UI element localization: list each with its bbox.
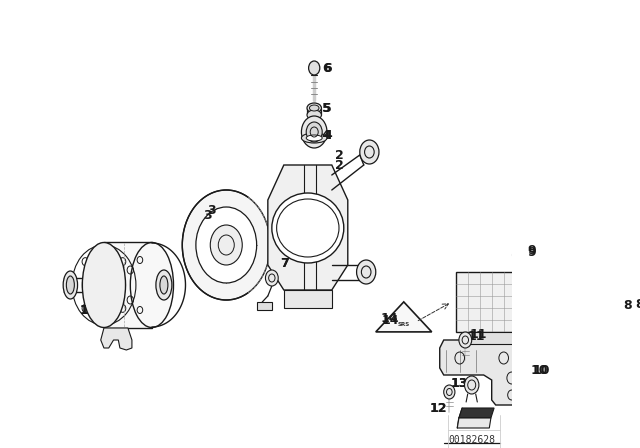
Text: 8: 8 <box>636 297 640 310</box>
Text: 3: 3 <box>207 203 216 216</box>
Polygon shape <box>440 340 532 405</box>
Ellipse shape <box>301 133 327 143</box>
Text: 6: 6 <box>323 61 332 74</box>
Polygon shape <box>268 165 348 290</box>
Polygon shape <box>458 418 491 428</box>
Text: 13: 13 <box>451 376 468 389</box>
Circle shape <box>196 207 257 283</box>
Text: 14: 14 <box>381 311 398 324</box>
Ellipse shape <box>307 110 321 120</box>
Circle shape <box>459 332 472 348</box>
Text: 3: 3 <box>204 208 212 221</box>
Circle shape <box>306 122 322 142</box>
Ellipse shape <box>307 103 321 113</box>
Ellipse shape <box>306 135 322 141</box>
Circle shape <box>444 385 455 399</box>
Text: 00182628: 00182628 <box>448 435 495 445</box>
Text: 12: 12 <box>429 401 447 414</box>
Circle shape <box>465 376 479 394</box>
Bar <box>527 282 537 296</box>
Circle shape <box>356 260 376 284</box>
Polygon shape <box>459 408 494 418</box>
Bar <box>456 272 527 332</box>
Ellipse shape <box>131 242 173 327</box>
Text: 11: 11 <box>468 329 485 343</box>
Text: 6: 6 <box>322 61 330 74</box>
Circle shape <box>266 270 278 286</box>
Text: 11: 11 <box>469 327 487 340</box>
Text: 2: 2 <box>335 159 344 172</box>
Text: 14: 14 <box>381 314 399 327</box>
Polygon shape <box>284 290 332 308</box>
Text: 8: 8 <box>623 298 632 311</box>
Text: 4: 4 <box>323 129 332 142</box>
Circle shape <box>360 140 379 164</box>
Text: 4: 4 <box>322 129 331 142</box>
Text: 7: 7 <box>280 257 289 270</box>
Text: 9: 9 <box>527 244 536 257</box>
Text: 10: 10 <box>531 363 548 376</box>
Ellipse shape <box>272 193 344 263</box>
Text: 9: 9 <box>527 246 536 258</box>
Text: 1: 1 <box>79 303 88 316</box>
Bar <box>468 332 516 344</box>
Circle shape <box>513 248 524 262</box>
Ellipse shape <box>83 242 125 327</box>
Text: 1: 1 <box>79 303 88 316</box>
Bar <box>257 302 272 310</box>
Circle shape <box>308 61 320 75</box>
Polygon shape <box>104 243 152 327</box>
Ellipse shape <box>67 276 74 294</box>
Ellipse shape <box>309 105 319 111</box>
Bar <box>527 308 537 322</box>
Text: 13: 13 <box>451 376 468 389</box>
Text: 7: 7 <box>280 257 289 270</box>
Text: 2: 2 <box>335 148 344 161</box>
Polygon shape <box>100 328 132 350</box>
Polygon shape <box>376 302 432 332</box>
Ellipse shape <box>160 276 168 294</box>
Circle shape <box>182 190 270 300</box>
Circle shape <box>211 225 243 265</box>
Text: SRS: SRS <box>397 322 410 327</box>
Text: 5: 5 <box>322 102 331 115</box>
Ellipse shape <box>63 271 77 299</box>
Text: 10: 10 <box>532 363 550 376</box>
Text: 12: 12 <box>429 401 447 414</box>
Circle shape <box>301 116 327 148</box>
Ellipse shape <box>156 270 172 300</box>
Text: 5: 5 <box>323 102 332 115</box>
